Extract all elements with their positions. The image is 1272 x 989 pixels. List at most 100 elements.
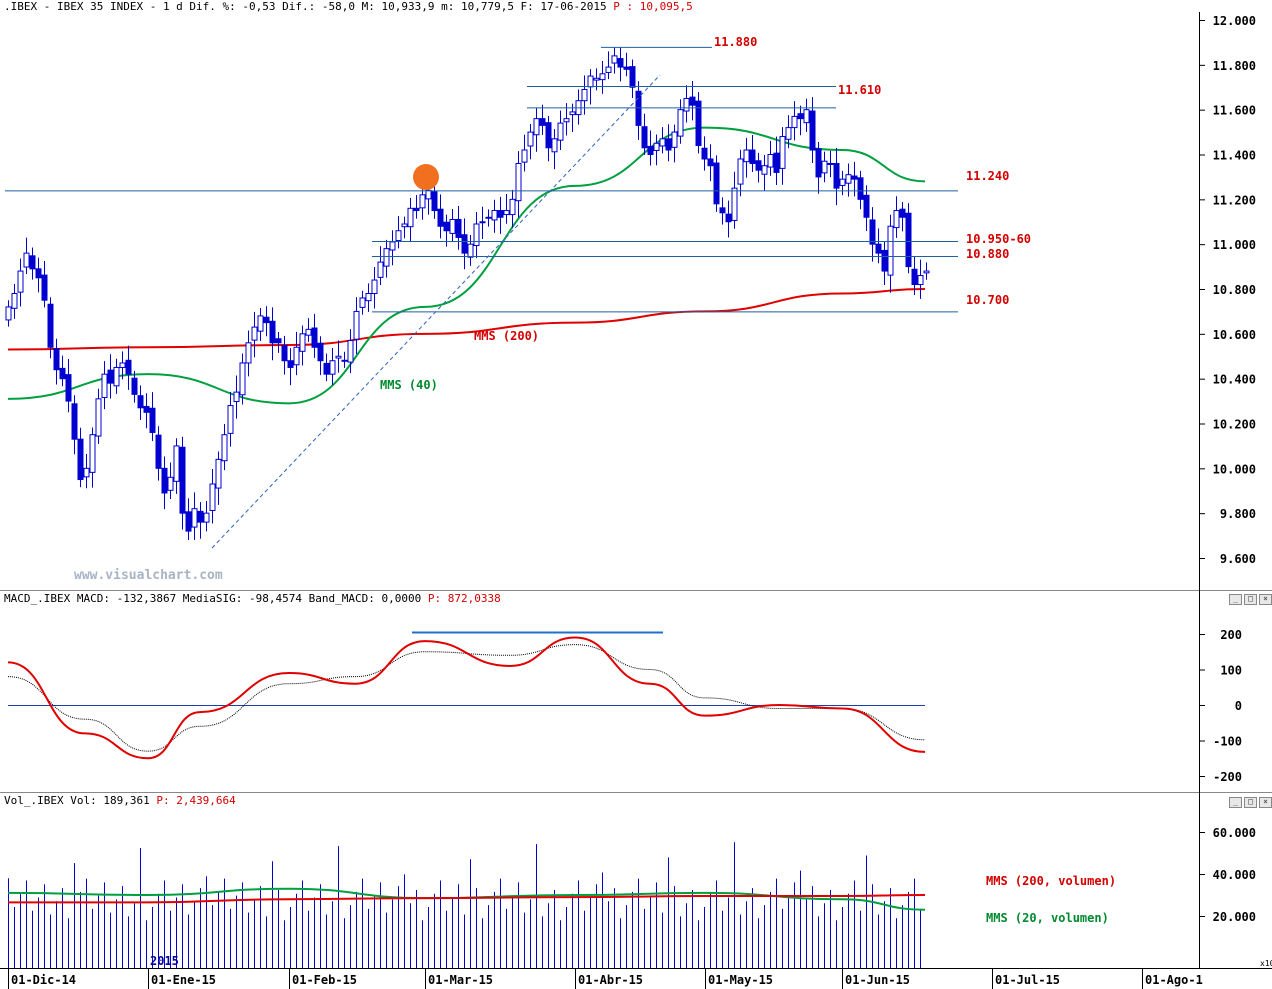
candle-body	[23, 252, 30, 268]
candle-body	[773, 152, 780, 173]
candle-body	[857, 177, 864, 200]
vol-tick-label: 60.000	[1213, 826, 1256, 840]
candle-body	[269, 320, 276, 344]
candle-body	[311, 327, 318, 348]
candle-body	[743, 149, 750, 163]
macd-line	[7, 636, 926, 760]
candle-body	[713, 162, 720, 205]
y-tick-label: 9.800	[1220, 507, 1256, 521]
candle-body	[587, 75, 594, 88]
macd-header-value: P: 872,0338	[427, 592, 501, 605]
vol-mms200-legend: MMS (200, volumen)	[986, 874, 1116, 888]
candle-body	[659, 138, 666, 147]
candle-body	[59, 367, 66, 380]
candle-body	[503, 210, 510, 216]
candle-body	[767, 154, 774, 168]
candle-body	[41, 274, 48, 301]
candle-body	[665, 138, 672, 151]
candle-body	[599, 73, 606, 81]
mms40-line-group	[7, 126, 926, 405]
candle-body	[485, 216, 492, 219]
candle-body	[833, 162, 840, 189]
candle-body	[791, 115, 798, 129]
maximize-button[interactable]: □	[1244, 594, 1257, 605]
candle-body	[497, 210, 504, 218]
candle-body	[335, 355, 342, 359]
candle-body	[653, 142, 660, 151]
candle-body	[467, 243, 474, 258]
candle-body	[275, 338, 282, 344]
macd-tick-label: 0	[1235, 699, 1242, 713]
candle-body	[101, 373, 108, 398]
candle-body	[863, 194, 870, 218]
candle-body	[515, 162, 522, 202]
y-tick-label: 11.600	[1213, 104, 1256, 118]
candle-body	[611, 55, 618, 64]
candle-body	[167, 476, 174, 491]
candle-body	[797, 113, 804, 120]
candle-body	[545, 122, 552, 149]
candle-body	[629, 66, 636, 88]
candle-body	[419, 194, 426, 209]
candle-body	[155, 434, 162, 469]
candle-body	[695, 100, 702, 147]
candle-body	[557, 122, 564, 141]
candle-body	[257, 315, 264, 332]
candle-body	[53, 348, 60, 371]
level-label-10880: 10.880	[966, 247, 1009, 261]
macd-tick-label: 200	[1220, 628, 1242, 642]
level-label-11240: 11.240	[966, 169, 1009, 183]
y-tick-label: 12.000	[1213, 14, 1256, 28]
candle-body	[347, 340, 354, 363]
x-tick-label: 01-Ene-15	[151, 973, 216, 987]
y-tick-label: 10.600	[1213, 328, 1256, 342]
macd-tick-label: 100	[1220, 664, 1242, 678]
candle-body	[35, 268, 42, 279]
candle-body	[449, 219, 456, 234]
candle-body	[191, 508, 198, 528]
candle-body	[263, 316, 270, 324]
candle-body	[47, 303, 54, 348]
candle-body	[173, 445, 180, 482]
candle-body	[701, 147, 708, 160]
candle-body	[215, 458, 222, 489]
candle-body	[281, 344, 288, 362]
candle-body	[83, 467, 90, 478]
candle-body	[737, 158, 744, 185]
candle-body	[11, 292, 18, 309]
candle-body	[815, 148, 822, 178]
minimize-button[interactable]: _	[1229, 594, 1242, 605]
candle-body	[365, 292, 372, 302]
vol-header-text: Vol_.IBEX Vol: 189,361	[4, 794, 157, 807]
candle-body	[239, 362, 246, 396]
candle-body	[569, 111, 576, 116]
candle-body	[227, 405, 234, 434]
candle-body	[521, 149, 528, 163]
mms200-label: MMS (200)	[474, 329, 539, 343]
axes-group: 12.000 11.800 11.600 11.400 11.200 11.000 10.8…	[8, 14, 1272, 989]
candle-body	[161, 467, 168, 494]
candle-body	[359, 297, 366, 308]
candle-body	[563, 118, 570, 123]
macd-panel-header: MACD_.IBEX MACD: -132,3867 MediaSIG: -98…	[4, 592, 501, 605]
candle-body	[17, 270, 24, 293]
candle-body	[707, 158, 714, 167]
candle-body	[29, 255, 36, 270]
candle-body	[65, 374, 72, 402]
minimize-button[interactable]: _	[1229, 797, 1242, 808]
x-tick-label: 01-May-15	[708, 973, 773, 987]
candle-body	[725, 213, 732, 223]
candle-body	[5, 306, 12, 321]
x-tick-label: 01-Dic-14	[11, 973, 76, 987]
y-tick-label: 10.400	[1213, 373, 1256, 387]
candle-body	[899, 208, 906, 218]
candle-body	[119, 362, 126, 368]
vol-mms20-legend: MMS (20, volumen)	[986, 911, 1109, 925]
level-label-11610: 11.610	[838, 83, 881, 97]
candle-body	[461, 234, 468, 254]
levels-group	[5, 46, 958, 313]
candle-body	[71, 403, 78, 440]
x-tick-label: 01-Abr-15	[578, 973, 643, 987]
candle-body	[479, 221, 486, 224]
maximize-button[interactable]: □	[1244, 797, 1257, 808]
